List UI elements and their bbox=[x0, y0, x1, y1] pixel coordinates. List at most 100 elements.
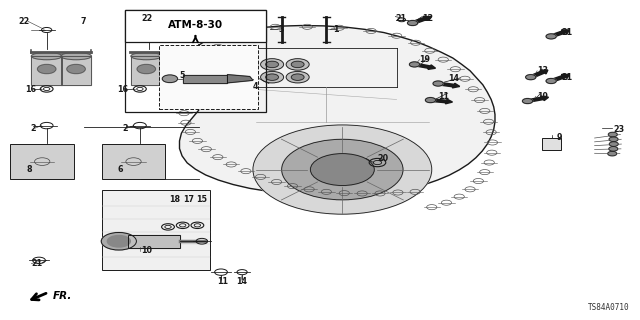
Circle shape bbox=[266, 61, 278, 68]
Bar bbox=[125, 10, 266, 112]
Text: 4: 4 bbox=[253, 82, 259, 91]
Circle shape bbox=[260, 59, 284, 70]
Text: 21: 21 bbox=[396, 14, 406, 23]
Polygon shape bbox=[227, 75, 253, 83]
Bar bbox=[102, 190, 210, 270]
Text: FR.: FR. bbox=[53, 292, 72, 301]
Text: 16: 16 bbox=[117, 85, 129, 94]
Text: 5: 5 bbox=[179, 71, 185, 80]
Text: 14: 14 bbox=[448, 74, 459, 83]
Circle shape bbox=[67, 64, 85, 74]
Bar bbox=[31, 56, 62, 85]
Circle shape bbox=[235, 59, 258, 70]
Bar bbox=[129, 235, 179, 248]
Bar bbox=[182, 75, 227, 83]
Circle shape bbox=[410, 62, 420, 67]
Text: 15: 15 bbox=[196, 195, 207, 204]
Text: 2: 2 bbox=[123, 124, 129, 132]
Bar bbox=[129, 235, 179, 248]
Circle shape bbox=[310, 154, 374, 186]
Bar bbox=[131, 56, 162, 85]
Text: 1: 1 bbox=[333, 25, 339, 34]
Bar bbox=[102, 144, 166, 179]
Bar bbox=[131, 56, 162, 85]
FancyArrow shape bbox=[550, 75, 570, 82]
Circle shape bbox=[108, 236, 131, 247]
Text: 12: 12 bbox=[422, 14, 433, 23]
Text: 14: 14 bbox=[237, 276, 248, 285]
Circle shape bbox=[165, 64, 184, 74]
Text: 2: 2 bbox=[30, 124, 36, 132]
Bar bbox=[159, 56, 189, 85]
Circle shape bbox=[546, 78, 556, 84]
Circle shape bbox=[282, 139, 403, 200]
FancyArrow shape bbox=[438, 82, 460, 88]
Circle shape bbox=[433, 81, 444, 86]
Circle shape bbox=[546, 34, 556, 39]
Text: 13: 13 bbox=[537, 66, 548, 75]
Circle shape bbox=[266, 74, 278, 80]
Text: 11: 11 bbox=[218, 276, 228, 285]
Circle shape bbox=[38, 64, 56, 74]
Circle shape bbox=[608, 151, 617, 156]
Bar bbox=[31, 56, 62, 85]
FancyArrow shape bbox=[527, 96, 548, 102]
Text: 6: 6 bbox=[118, 165, 123, 174]
Text: 10: 10 bbox=[141, 246, 152, 255]
Circle shape bbox=[260, 71, 284, 83]
Circle shape bbox=[253, 125, 432, 214]
Bar bbox=[542, 138, 561, 150]
FancyArrow shape bbox=[411, 16, 431, 24]
Text: 21: 21 bbox=[561, 28, 573, 37]
Circle shape bbox=[240, 61, 253, 68]
Polygon shape bbox=[179, 26, 495, 196]
Text: 19: 19 bbox=[537, 92, 548, 101]
Circle shape bbox=[609, 147, 618, 151]
FancyArrow shape bbox=[413, 63, 435, 69]
Text: 8: 8 bbox=[26, 165, 32, 174]
Circle shape bbox=[609, 142, 618, 146]
Bar bbox=[61, 56, 92, 85]
Ellipse shape bbox=[61, 52, 92, 60]
Ellipse shape bbox=[131, 52, 162, 60]
Bar bbox=[159, 45, 258, 109]
Ellipse shape bbox=[159, 52, 189, 60]
Text: ATM-8-30: ATM-8-30 bbox=[168, 20, 223, 29]
Circle shape bbox=[286, 71, 309, 83]
Circle shape bbox=[291, 61, 304, 68]
Text: 20: 20 bbox=[378, 154, 388, 163]
Circle shape bbox=[235, 71, 258, 83]
Bar bbox=[159, 56, 189, 85]
Text: 23: 23 bbox=[614, 125, 625, 134]
Ellipse shape bbox=[101, 233, 136, 250]
Circle shape bbox=[286, 59, 309, 70]
Circle shape bbox=[522, 99, 532, 104]
FancyArrow shape bbox=[430, 99, 452, 104]
Text: 19: 19 bbox=[420, 55, 431, 64]
Circle shape bbox=[525, 75, 536, 80]
Ellipse shape bbox=[31, 52, 62, 60]
Circle shape bbox=[291, 74, 304, 80]
FancyArrow shape bbox=[550, 30, 570, 37]
Text: 22: 22 bbox=[141, 14, 152, 23]
Text: 9: 9 bbox=[556, 133, 562, 142]
FancyArrow shape bbox=[529, 70, 548, 78]
Circle shape bbox=[240, 74, 253, 80]
Text: 17: 17 bbox=[184, 195, 195, 204]
Circle shape bbox=[608, 132, 617, 137]
Circle shape bbox=[163, 75, 177, 83]
Text: 21: 21 bbox=[561, 73, 573, 82]
Bar bbox=[10, 144, 74, 179]
Text: 22: 22 bbox=[18, 17, 29, 26]
Circle shape bbox=[609, 137, 618, 141]
Text: 16: 16 bbox=[25, 85, 36, 94]
Circle shape bbox=[137, 64, 156, 74]
Text: 7: 7 bbox=[81, 17, 86, 26]
Circle shape bbox=[426, 98, 436, 103]
Text: 21: 21 bbox=[31, 259, 42, 268]
Text: 3: 3 bbox=[278, 25, 284, 34]
Bar bbox=[125, 10, 266, 42]
Text: 11: 11 bbox=[438, 92, 449, 101]
Bar bbox=[182, 75, 227, 83]
Text: 18: 18 bbox=[169, 195, 180, 204]
